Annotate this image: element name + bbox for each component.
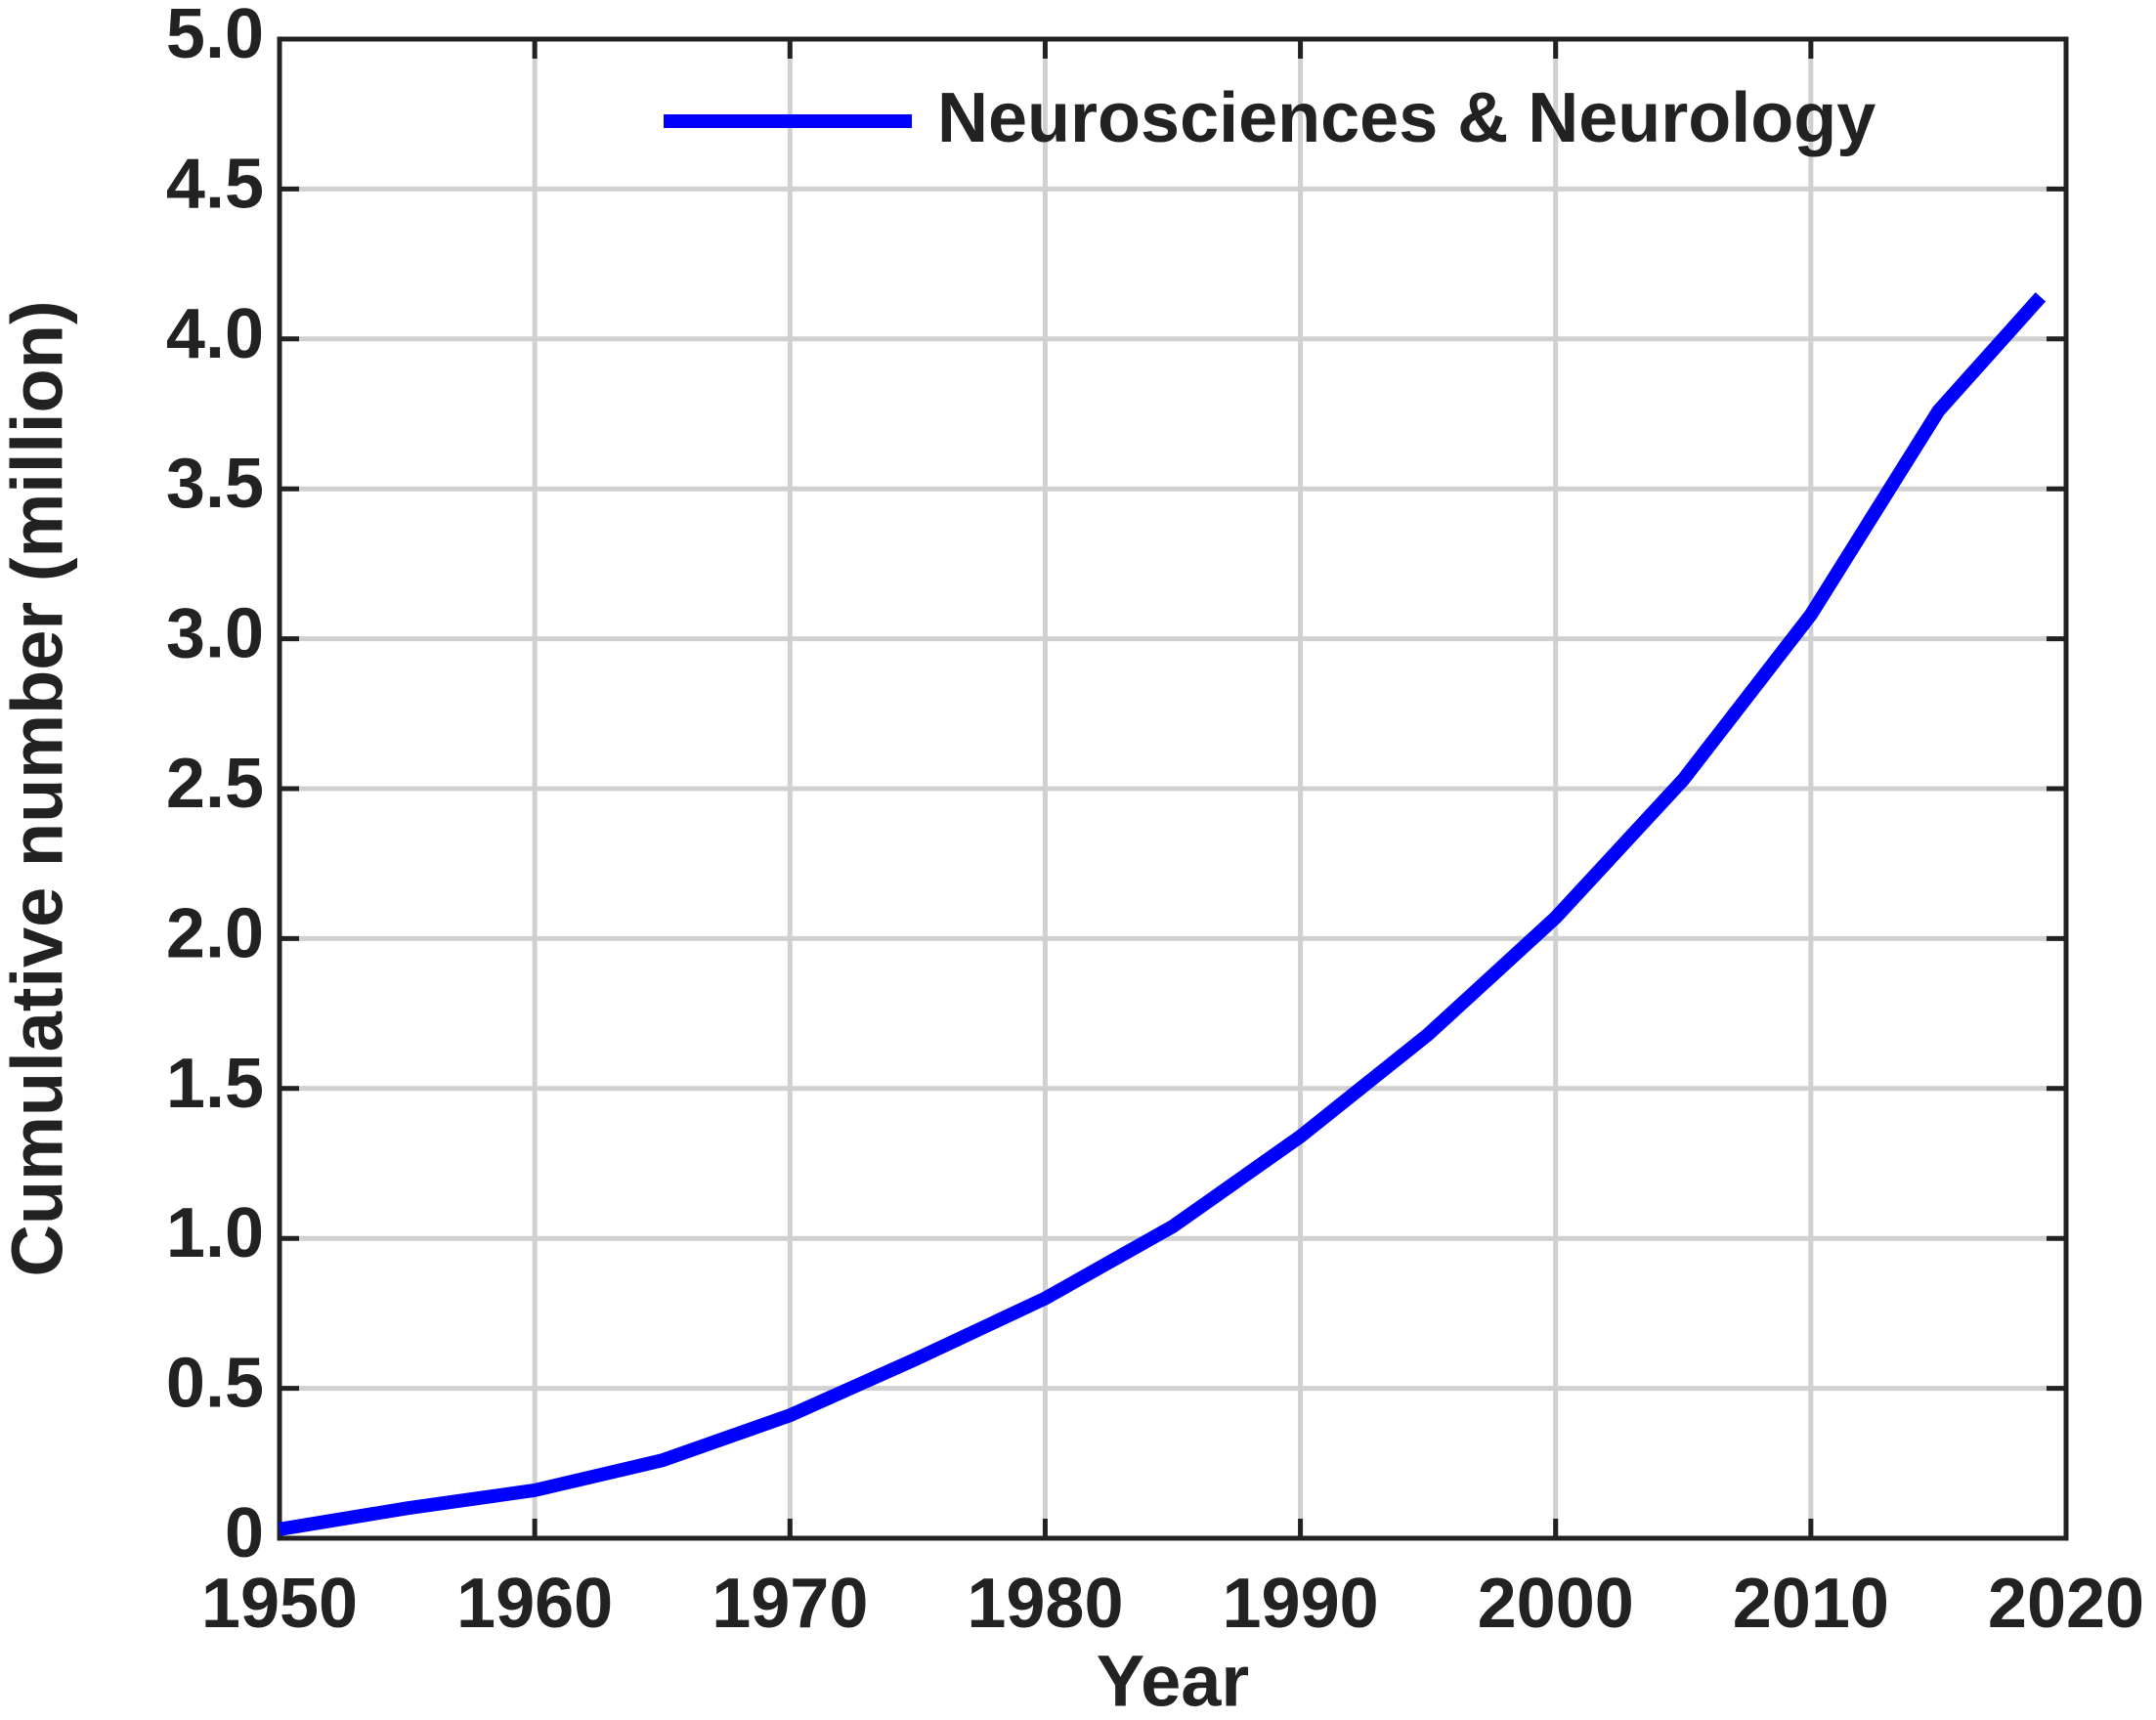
- x-tick-label: 1950: [201, 1565, 358, 1643]
- legend-label: Neurosciences & Neurology: [937, 79, 1876, 157]
- y-tick-label: 2.5: [166, 745, 264, 823]
- y-tick-label: 4.5: [166, 145, 264, 223]
- y-axis-label: Cumulative number (million): [0, 300, 78, 1276]
- x-tick-label: 1990: [1222, 1565, 1378, 1643]
- plot-frame: [277, 36, 2069, 1541]
- x-tick-label: 2000: [1478, 1565, 1634, 1643]
- x-tick-label: 1970: [711, 1565, 868, 1643]
- y-tick-label: 3.0: [166, 595, 264, 673]
- y-tick-label: 3.5: [166, 445, 264, 523]
- x-axis-label: Year: [1097, 1641, 1249, 1720]
- x-tick-label: 1980: [967, 1565, 1123, 1643]
- data-line: [278, 292, 2047, 1536]
- y-tick-label: 0: [225, 1494, 264, 1572]
- y-tick-label: 2.0: [166, 894, 264, 972]
- y-tick-label: 0.5: [166, 1345, 264, 1423]
- x-tick-label: 2020: [1988, 1565, 2144, 1643]
- x-tick-label: 2010: [1733, 1565, 1889, 1643]
- x-tick-label: 1960: [456, 1565, 613, 1643]
- y-tick-label: 5.0: [166, 0, 264, 73]
- y-tick-label: 4.0: [166, 295, 264, 373]
- y-tick-label: 1.5: [166, 1045, 264, 1123]
- y-tick-label: 1.0: [166, 1194, 264, 1272]
